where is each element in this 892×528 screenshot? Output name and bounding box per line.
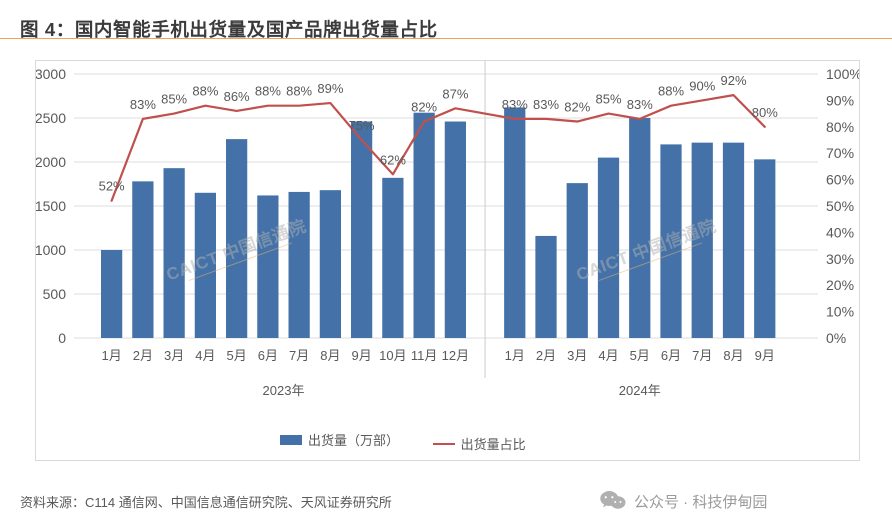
svg-text:88%: 88% bbox=[658, 84, 684, 99]
svg-text:3000: 3000 bbox=[36, 66, 66, 82]
svg-text:80%: 80% bbox=[752, 105, 778, 120]
svg-text:86%: 86% bbox=[224, 89, 250, 104]
svg-text:52%: 52% bbox=[99, 179, 125, 194]
svg-text:75%: 75% bbox=[349, 118, 375, 133]
svg-text:88%: 88% bbox=[255, 84, 281, 99]
svg-text:500: 500 bbox=[43, 286, 67, 302]
svg-text:4月: 4月 bbox=[598, 348, 618, 363]
svg-text:6月: 6月 bbox=[258, 348, 278, 363]
svg-text:90%: 90% bbox=[826, 92, 854, 108]
svg-text:30%: 30% bbox=[826, 251, 854, 267]
svg-text:4月: 4月 bbox=[195, 348, 215, 363]
svg-text:5月: 5月 bbox=[227, 348, 247, 363]
svg-text:1月: 1月 bbox=[505, 348, 525, 363]
svg-text:82%: 82% bbox=[411, 100, 437, 115]
svg-text:2000: 2000 bbox=[36, 154, 66, 170]
svg-text:2月: 2月 bbox=[536, 348, 556, 363]
svg-text:7月: 7月 bbox=[692, 348, 712, 363]
svg-text:5月: 5月 bbox=[630, 348, 650, 363]
svg-text:1月: 1月 bbox=[102, 348, 122, 363]
svg-text:0: 0 bbox=[58, 330, 66, 346]
svg-text:6月: 6月 bbox=[661, 348, 681, 363]
svg-text:82%: 82% bbox=[564, 100, 590, 115]
svg-text:2月: 2月 bbox=[133, 348, 153, 363]
svg-text:8月: 8月 bbox=[320, 348, 340, 363]
svg-text:1500: 1500 bbox=[36, 198, 66, 214]
svg-text:12月: 12月 bbox=[442, 348, 469, 363]
svg-text:7月: 7月 bbox=[289, 348, 309, 363]
svg-text:20%: 20% bbox=[826, 277, 854, 293]
svg-text:90%: 90% bbox=[689, 78, 715, 93]
svg-text:3月: 3月 bbox=[567, 348, 587, 363]
svg-text:83%: 83% bbox=[502, 97, 528, 112]
svg-text:8月: 8月 bbox=[723, 348, 743, 363]
svg-text:9月: 9月 bbox=[352, 348, 372, 363]
svg-text:0%: 0% bbox=[826, 330, 846, 346]
svg-text:92%: 92% bbox=[720, 73, 746, 88]
svg-text:100%: 100% bbox=[826, 66, 860, 82]
svg-text:70%: 70% bbox=[826, 145, 854, 161]
svg-text:60%: 60% bbox=[826, 172, 854, 188]
svg-text:9月: 9月 bbox=[755, 348, 775, 363]
svg-text:88%: 88% bbox=[192, 84, 218, 99]
svg-text:83%: 83% bbox=[533, 97, 559, 112]
svg-text:85%: 85% bbox=[161, 92, 187, 107]
svg-text:40%: 40% bbox=[826, 224, 854, 240]
svg-text:83%: 83% bbox=[627, 97, 653, 112]
svg-text:62%: 62% bbox=[380, 152, 406, 167]
svg-text:2500: 2500 bbox=[36, 110, 66, 126]
svg-text:87%: 87% bbox=[442, 86, 468, 101]
svg-text:85%: 85% bbox=[595, 92, 621, 107]
svg-text:89%: 89% bbox=[317, 81, 343, 96]
svg-text:2023年: 2023年 bbox=[263, 383, 305, 398]
svg-text:2024年: 2024年 bbox=[619, 383, 661, 398]
svg-text:88%: 88% bbox=[286, 84, 312, 99]
svg-text:10月: 10月 bbox=[379, 348, 406, 363]
svg-text:3月: 3月 bbox=[164, 348, 184, 363]
svg-text:10%: 10% bbox=[826, 304, 854, 320]
svg-text:11月: 11月 bbox=[411, 348, 438, 363]
svg-text:50%: 50% bbox=[826, 198, 854, 214]
svg-text:80%: 80% bbox=[826, 119, 854, 135]
svg-text:83%: 83% bbox=[130, 97, 156, 112]
svg-text:1000: 1000 bbox=[36, 242, 66, 258]
